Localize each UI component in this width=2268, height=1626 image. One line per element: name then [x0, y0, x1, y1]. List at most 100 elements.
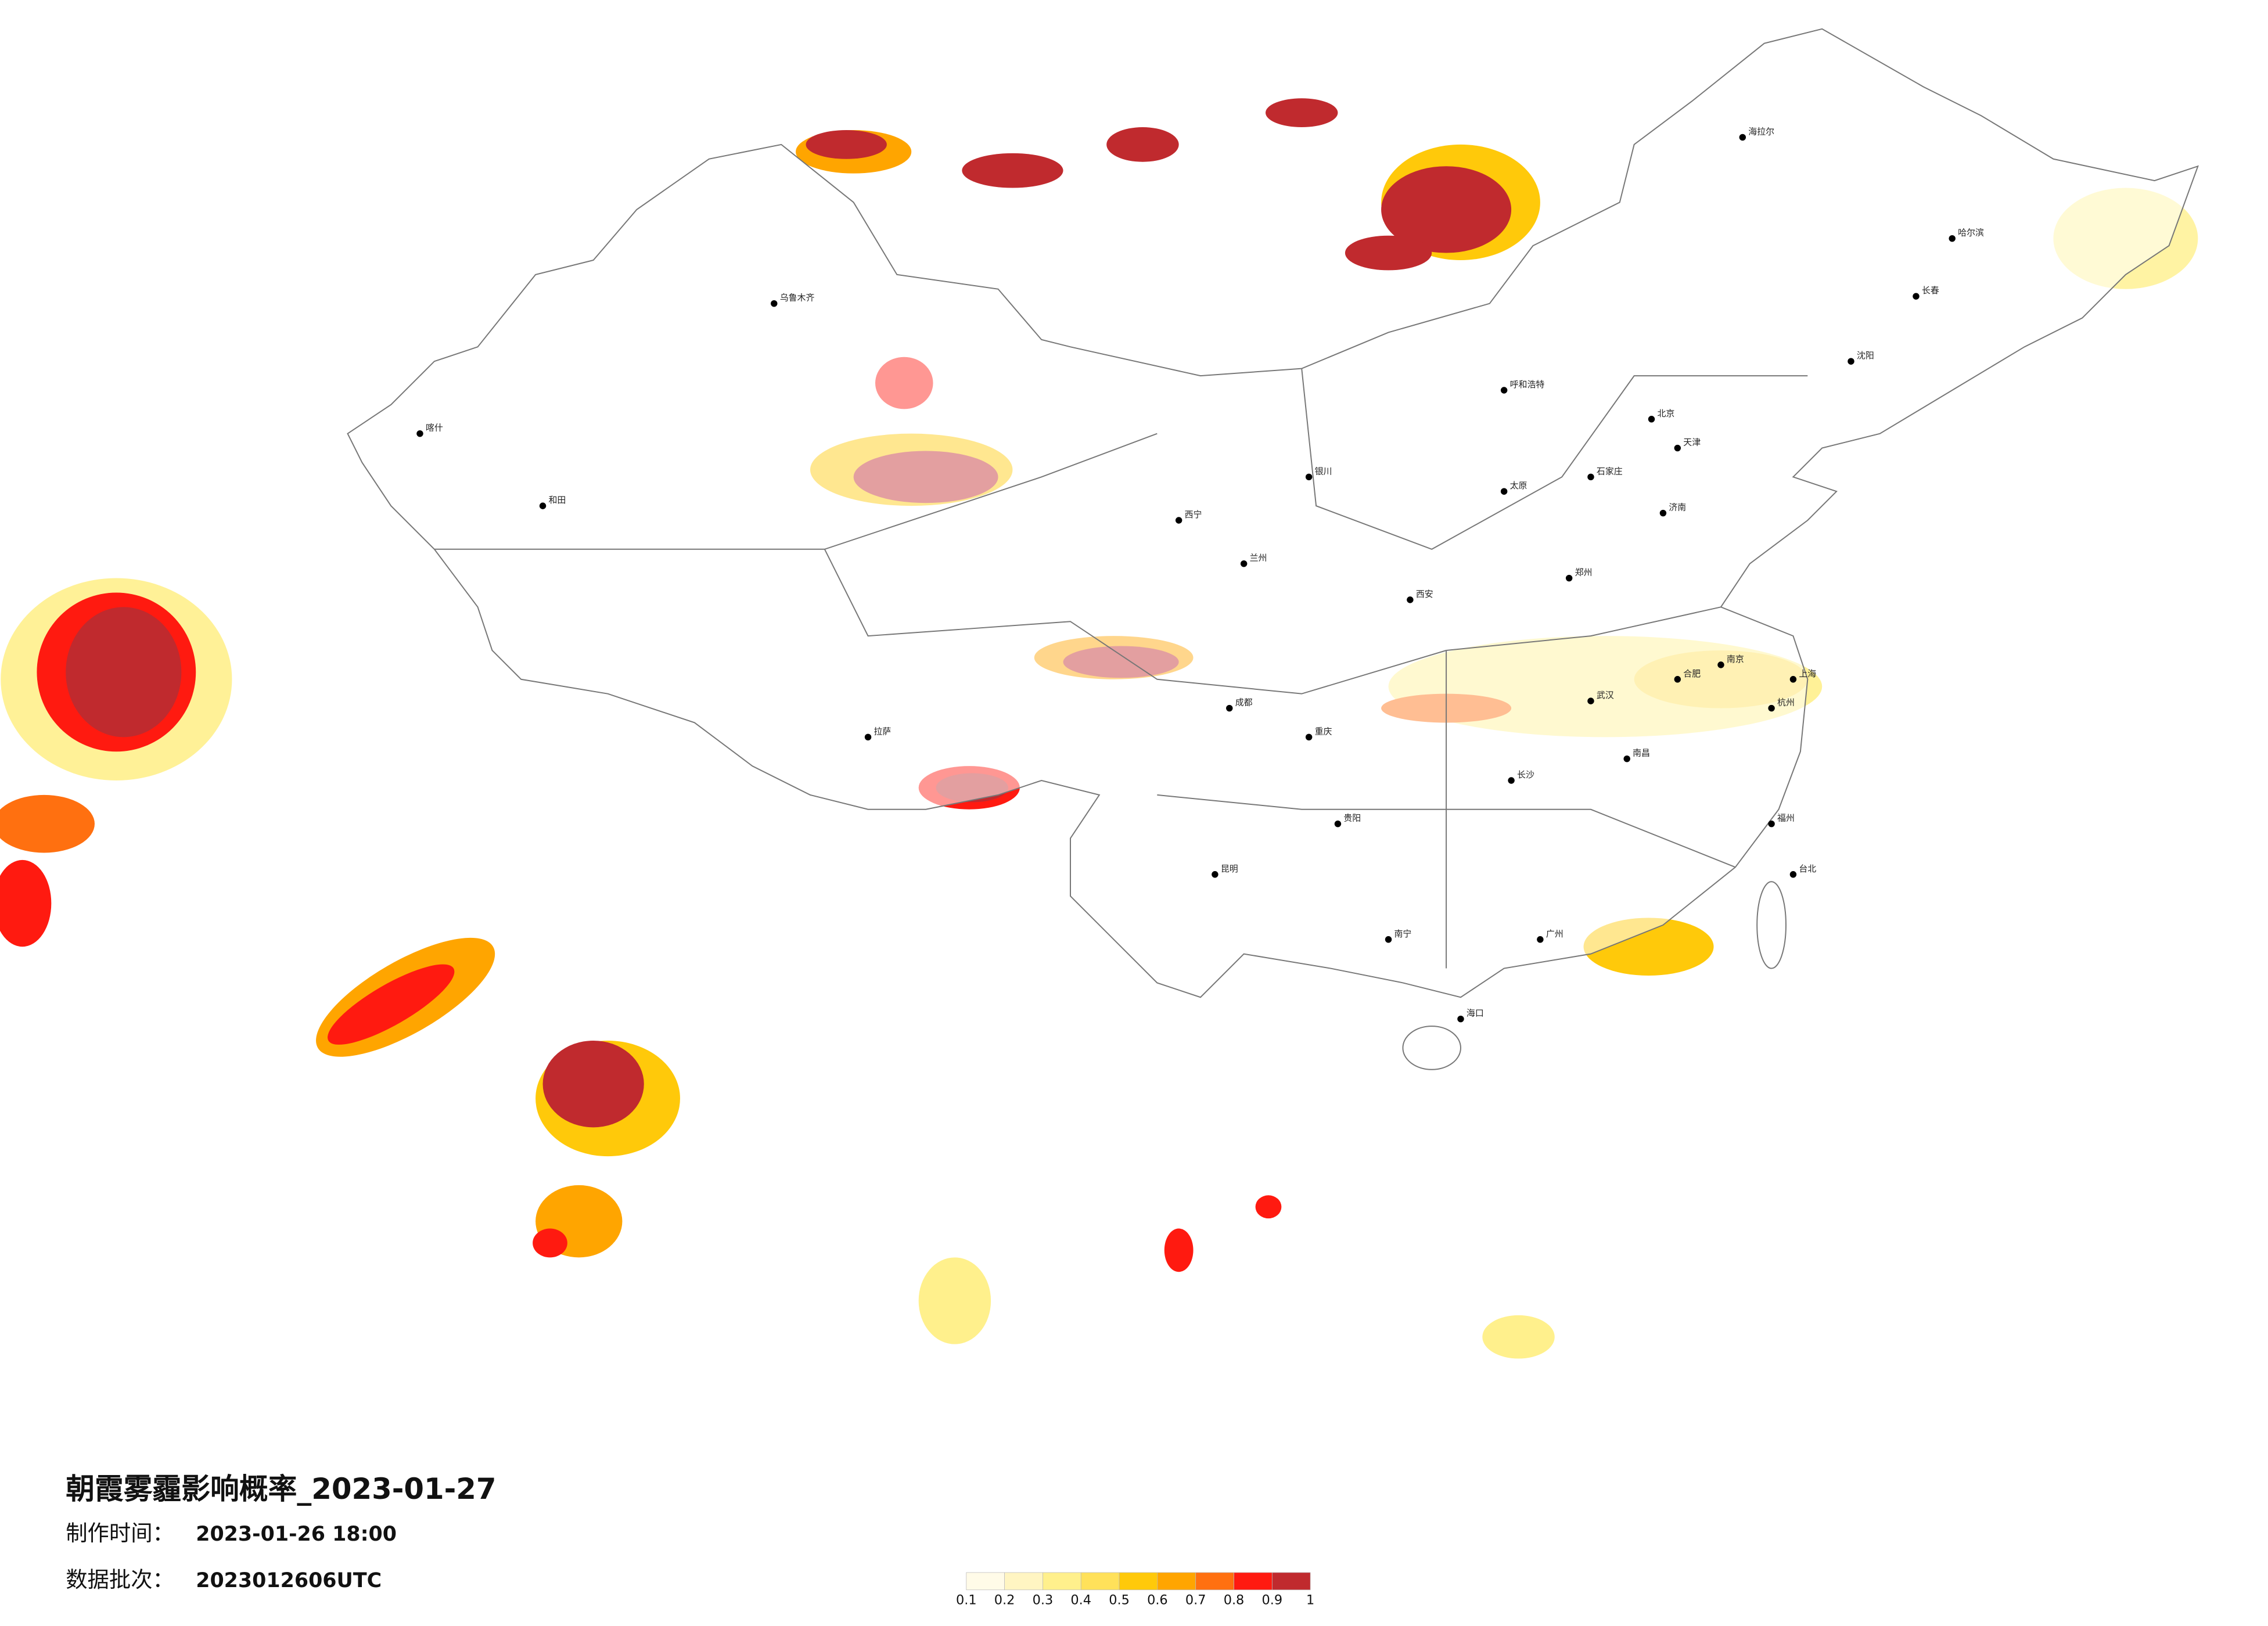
- city-dot: [1674, 676, 1681, 683]
- city-dot: [1768, 820, 1775, 828]
- city-label: 成都: [1235, 697, 1253, 708]
- map-title: 朝霞雾霾影响概率_2023-01-27: [66, 1472, 496, 1506]
- city-label: 南宁: [1394, 929, 1412, 939]
- taiwan: [1756, 881, 1787, 969]
- city-dot: [1508, 777, 1515, 784]
- legend: 0.1 0.2 0.3 0.4 0.5 0.6 0.7 0.8 0.9 1: [956, 1572, 1314, 1608]
- city-label: 南京: [1727, 654, 1744, 664]
- city-dot: [1623, 755, 1630, 762]
- city-label: 贵阳: [1343, 813, 1361, 823]
- city-dot: [1789, 871, 1797, 878]
- city-dot: [1226, 704, 1233, 712]
- city-dot: [1457, 1015, 1464, 1023]
- city-label: 广州: [1546, 929, 1563, 939]
- city-dot: [1537, 936, 1544, 943]
- legend-swatch: [1119, 1572, 1158, 1591]
- city-dot: [1848, 358, 1854, 365]
- city-dot: [1768, 704, 1775, 712]
- city-dot: [1175, 517, 1182, 524]
- legend-tick-label: 1: [1306, 1593, 1314, 1608]
- city-label: 合肥: [1683, 668, 1701, 679]
- city-label: 西宁: [1185, 509, 1202, 520]
- city-dot: [1739, 134, 1746, 141]
- legend-swatch: [1271, 1572, 1311, 1591]
- city-label: 重庆: [1315, 726, 1332, 736]
- city-label: 西安: [1416, 589, 1433, 599]
- city-label: 乌鲁木齐: [780, 293, 815, 303]
- city-dot: [1717, 661, 1724, 668]
- legend-tick-label: 0.7: [1185, 1593, 1206, 1608]
- city-label: 喀什: [426, 423, 443, 433]
- city-label: 长春: [1922, 285, 1939, 296]
- info-label: 制作时间：: [66, 1520, 174, 1546]
- china-outline: [347, 28, 2199, 998]
- city-dot: [1240, 560, 1248, 567]
- city-dot: [1949, 235, 1956, 242]
- city-label: 石家庄: [1597, 466, 1623, 476]
- city-dot: [1334, 820, 1342, 828]
- legend-swatch: [1157, 1572, 1196, 1591]
- city-label: 福州: [1777, 813, 1795, 823]
- city-label: 呼和浩特: [1510, 379, 1545, 390]
- city-dot: [1789, 676, 1797, 683]
- city-label: 郑州: [1575, 567, 1593, 578]
- city-label: 武汉: [1597, 690, 1614, 700]
- city-label: 海口: [1467, 1008, 1484, 1019]
- city-dot: [1385, 936, 1392, 943]
- city-dot: [1305, 733, 1313, 741]
- city-dot: [1674, 444, 1681, 452]
- city-label: 昆明: [1221, 864, 1238, 874]
- city-dot: [416, 430, 423, 437]
- city-label: 沈阳: [1857, 350, 1874, 361]
- legend-swatch: [1195, 1572, 1234, 1591]
- city-dot: [864, 733, 872, 741]
- hainan: [1402, 1026, 1461, 1070]
- legend-swatch: [1043, 1572, 1081, 1591]
- city-dot: [1407, 596, 1414, 603]
- city-dot: [1212, 871, 1219, 878]
- city-dot: [1587, 473, 1594, 481]
- city-label: 海拉尔: [1748, 126, 1774, 136]
- city-label: 天津: [1683, 437, 1701, 448]
- city-label: 长沙: [1517, 769, 1534, 780]
- borders: [347, 28, 2199, 1070]
- legend-tick-label: 0.1: [956, 1593, 977, 1608]
- city-label: 南昌: [1633, 748, 1650, 758]
- legend-tick-label: 0.4: [1070, 1593, 1091, 1608]
- info-label: 数据批次：: [66, 1567, 174, 1592]
- city-label: 杭州: [1777, 697, 1795, 708]
- legend-swatch: [1234, 1572, 1273, 1591]
- city-label: 和田: [549, 495, 566, 505]
- city-label: 拉萨: [874, 726, 892, 736]
- legend-swatch: [1080, 1572, 1120, 1591]
- city-dot: [1500, 387, 1508, 394]
- info-value: 2023-01-26 18:00: [196, 1523, 397, 1546]
- legend-tick-label: 0.2: [994, 1593, 1015, 1608]
- city-dot: [539, 502, 547, 509]
- city-label: 北京: [1657, 408, 1674, 419]
- city-label: 太原: [1510, 480, 1527, 491]
- city-dot: [1913, 293, 1920, 300]
- legend-swatch: [1004, 1572, 1043, 1591]
- city-dot: [1565, 574, 1573, 582]
- city-dot: [771, 300, 778, 307]
- city-dot: [1500, 488, 1508, 495]
- city-dot: [1587, 697, 1594, 704]
- city-label: 济南: [1669, 502, 1686, 513]
- legend-tick-label: 0.8: [1224, 1593, 1245, 1608]
- legend-tick-label: 0.9: [1262, 1593, 1283, 1608]
- city-label: 台北: [1799, 864, 1816, 874]
- city-label: 上海: [1799, 668, 1816, 679]
- city-dot: [1305, 473, 1313, 481]
- city-label: 银川: [1315, 466, 1332, 476]
- legend-tick-label: 0.6: [1147, 1593, 1168, 1608]
- city-dot: [1648, 416, 1655, 423]
- legend-tick-label: 0.3: [1033, 1593, 1054, 1608]
- city-label: 兰州: [1250, 553, 1267, 563]
- city-dot: [1659, 509, 1667, 517]
- legend-tick-label: 0.5: [1109, 1593, 1130, 1608]
- legend-swatch: [966, 1572, 1005, 1591]
- info-value: 2023012606UTC: [196, 1569, 382, 1592]
